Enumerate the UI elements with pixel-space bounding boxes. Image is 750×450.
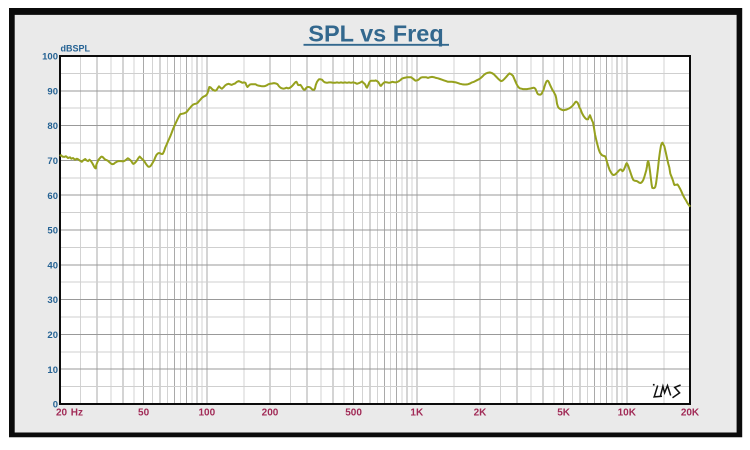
- svg-text:100: 100: [198, 407, 215, 418]
- svg-text:70: 70: [47, 156, 58, 167]
- svg-text:40: 40: [47, 260, 58, 271]
- svg-text:10K: 10K: [618, 407, 637, 418]
- svg-text:60: 60: [47, 191, 58, 202]
- svg-text:10: 10: [47, 365, 58, 376]
- svg-text:200: 200: [262, 407, 279, 418]
- svg-text:5K: 5K: [557, 407, 571, 418]
- svg-text:30: 30: [47, 295, 58, 306]
- svg-text:80: 80: [47, 121, 58, 132]
- svg-text:dBSPL: dBSPL: [61, 44, 91, 54]
- svg-text:20: 20: [47, 330, 58, 341]
- svg-text:20: 20: [56, 407, 68, 418]
- svg-text:2K: 2K: [474, 407, 488, 418]
- svg-text:Hz: Hz: [71, 407, 83, 418]
- svg-text:50: 50: [138, 407, 150, 418]
- svg-text:500: 500: [345, 407, 362, 418]
- svg-text:90: 90: [47, 86, 58, 97]
- svg-text:50: 50: [47, 226, 58, 237]
- svg-text:1K: 1K: [410, 407, 424, 418]
- svg-text:100: 100: [42, 52, 58, 63]
- svg-text:20K: 20K: [681, 407, 700, 418]
- svg-text:SPL vs Freq: SPL vs Freq: [308, 21, 443, 47]
- svg-text:0: 0: [53, 400, 58, 411]
